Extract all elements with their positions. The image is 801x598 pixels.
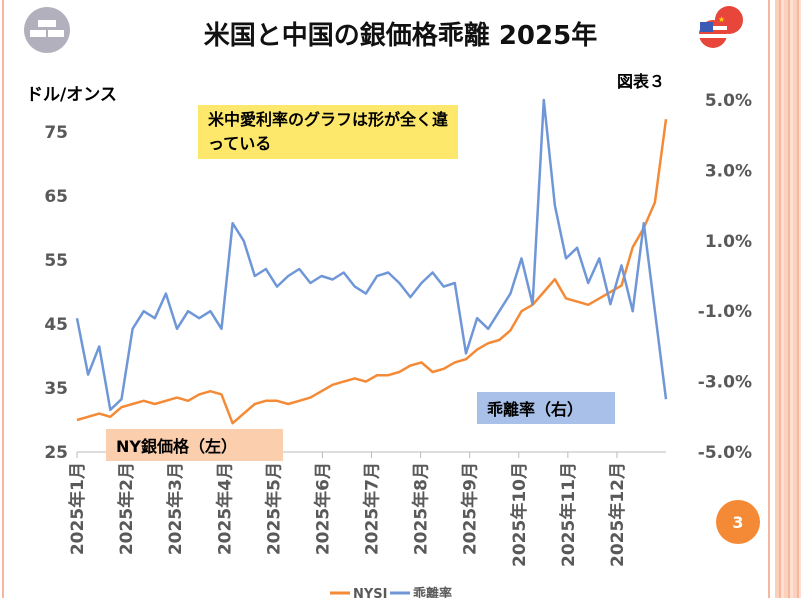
y2-tick-label: -5.0% (698, 443, 752, 463)
x-tick-label: 2025年9月 (460, 462, 481, 555)
slide-frame (2, 0, 770, 598)
x-tick-label: 2025年2月 (116, 462, 137, 555)
note-box: 米中愛利率のグラフは形が全く違っている (198, 105, 458, 159)
y-tick-label: 25 (44, 443, 68, 463)
series-line-nysi (76, 119, 668, 425)
y-tick-label: 55 (44, 251, 68, 271)
x-tick-label: 2025年12月 (607, 462, 628, 567)
left-series-label: NY銀価格（左） (106, 429, 283, 461)
y-tick-label: 65 (44, 187, 68, 207)
page-title: 米国と中国の銀価格乖離 2025年 (203, 21, 598, 51)
y2-tick-label: 1.0% (705, 232, 752, 252)
y2-tick-label: -3.0% (698, 373, 752, 393)
y-axis-label: ドル/オンス (26, 85, 117, 105)
y2-tick-label: -1.0% (698, 302, 752, 322)
page-number-badge: 3 (716, 500, 760, 544)
x-tick-label: 2025年7月 (362, 462, 383, 555)
y-tick-label: 45 (44, 315, 68, 335)
y-tick-label: 35 (44, 379, 68, 399)
x-tick-label: 2025年11月 (558, 462, 579, 567)
x-tick-label: 2025年10月 (509, 462, 530, 567)
legend-label: NYSI (353, 587, 388, 598)
series-line-divergence (75, 98, 668, 412)
legend-label: 乖離率 (413, 586, 452, 598)
y-tick-label: 75 (44, 123, 68, 143)
decorative-stripes (775, 0, 801, 598)
silver-bars-icon (24, 7, 70, 53)
y2-tick-label: 5.0% (705, 91, 752, 111)
right-series-label: 乖離率（右） (477, 392, 615, 424)
x-tick-label: 2025年3月 (165, 462, 186, 555)
y2-tick-label: 3.0% (705, 161, 752, 181)
x-tick-label: 2025年5月 (263, 462, 284, 555)
svg-text:★: ★ (718, 15, 725, 24)
x-tick-label: 2025年8月 (411, 462, 432, 555)
x-tick-label: 2025年6月 (312, 462, 333, 555)
figure-label: 図表３ (617, 72, 666, 91)
x-tick-label: 2025年1月 (67, 462, 88, 555)
us-china-flags-icon: ★ (699, 6, 743, 48)
x-tick-label: 2025年4月 (214, 462, 235, 555)
